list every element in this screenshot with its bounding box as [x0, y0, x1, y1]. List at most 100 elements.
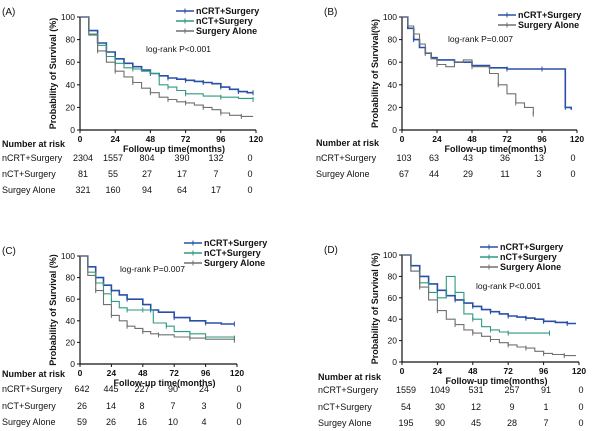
panel-4-x-tick-label: 0: [400, 366, 405, 376]
panel-1-x-tick-label: 24: [110, 134, 120, 144]
panel-3-log-rank-annotation: log-rank P=0.007: [120, 264, 185, 274]
panel-2-risk-value: 63: [429, 153, 439, 163]
panel-1-y-tick-label: 80: [66, 35, 76, 45]
panel-1-risk-value: 55: [108, 169, 118, 179]
panel-3-risk-value: 227: [134, 384, 149, 394]
panel-2-x-tick-label: 0: [400, 134, 405, 144]
panel-4-risk-value: 30: [435, 402, 445, 412]
panel-1-series-line: [80, 16, 254, 117]
panel-3-risk-value: 4: [201, 417, 206, 427]
panel-3-legend-label: Surgery Alone: [204, 258, 265, 268]
panel-3-y-tick-label: 0: [70, 359, 75, 369]
panel-4-y-tick-label: 0: [392, 357, 397, 367]
panel-3-risk-value: 26: [77, 401, 87, 411]
panel-2-log-rank-annotation: log-rank P=0.007: [448, 34, 513, 44]
panel-4-legend-label: nCT+Surgery: [500, 252, 557, 262]
panel-2-y-tick-label: 20: [388, 102, 398, 112]
panel-2-risk-value: 67: [399, 169, 409, 179]
panel-2-y-tick-label: 80: [388, 35, 398, 45]
panel-3-x-tick-label: 0: [78, 368, 83, 378]
panel-4-y-tick-label: 100: [383, 250, 397, 260]
panel-4-risk-value: 257: [504, 385, 519, 395]
panel-1-x-tick-label: 96: [216, 134, 226, 144]
panel-1-risk-value: 132: [208, 153, 223, 163]
panel-3-series-line: [80, 255, 235, 325]
panel-4-risk-value: 9: [509, 402, 514, 412]
panel-1-x-tick-label: 72: [181, 134, 191, 144]
panel-1-risk-value: 64: [177, 185, 187, 195]
panel-4-series-line: [402, 254, 576, 325]
panel-3-y-tick-label: 100: [61, 251, 75, 261]
panel-4-risk-row-label: nCRT+Surgery: [318, 385, 379, 395]
panel-4-risk-value: 90: [435, 418, 445, 428]
panel-1-risk-value: 0: [247, 169, 252, 179]
panel-1-x-axis-title: Follow-up time(months): [123, 144, 225, 154]
panel-4-risk-value: 1: [543, 402, 548, 412]
panel-4-label: (D): [324, 245, 338, 256]
panel-4-series-line: [402, 254, 550, 334]
panel-2-legend-label: Surgery Alone: [518, 20, 579, 30]
panel-1-risk-row-label: nCT+Surgery: [2, 169, 56, 179]
panel-1-risk-value: 1557: [103, 153, 123, 163]
panel-3-x-axis-title: Follow-up time(months): [114, 378, 216, 388]
panel-3-x-tick-label: 72: [169, 368, 179, 378]
panel-4-legend-label: Surgery Alone: [500, 262, 561, 272]
panel-3-x-tick-label: 120: [230, 368, 244, 378]
panel-4-x-tick-label: 96: [539, 366, 549, 376]
panel-3-risk-value: 16: [137, 417, 147, 427]
panel-2-risk-title: Number at risk: [316, 138, 380, 148]
panel-4-risk-value: 12: [471, 402, 481, 412]
panel-1-risk-value: 94: [142, 185, 152, 195]
panel-2-y-tick-label: 60: [388, 57, 398, 67]
panel-3-risk-value: 14: [106, 401, 116, 411]
panel-3-risk-value: 7: [170, 401, 175, 411]
panel-2-risk-value: 36: [500, 153, 510, 163]
panel-3-x-tick-label: 48: [138, 368, 148, 378]
panel-1-label: (A): [2, 7, 15, 18]
panel-2-risk-value: 44: [429, 169, 439, 179]
panel-4-y-axis-title: Probability of Survival (%): [370, 253, 380, 365]
panel-2-x-tick-label: 120: [570, 134, 584, 144]
panel-3-risk-value: 59: [77, 417, 87, 427]
panel-1-risk-value: 390: [174, 153, 189, 163]
panel-4-x-axis-title: Follow-up time(months): [446, 376, 548, 386]
panel-3-risk-value: 642: [74, 384, 89, 394]
panel-3-risk-row-label: Surgey Alone: [2, 417, 56, 427]
panel-2-y-tick-label: 100: [383, 12, 397, 22]
panel-1-y-tick-label: 100: [61, 12, 75, 22]
panel-1-x-tick-label: 0: [78, 134, 83, 144]
panel-1-y-tick-label: 60: [66, 57, 76, 67]
panel-2-risk-value: 13: [534, 153, 544, 163]
panel-3-label: (C): [2, 246, 16, 257]
panel-2-risk-value: 0: [570, 169, 575, 179]
panel-4-y-tick-label: 20: [388, 336, 398, 346]
panel-3-risk-value: 8: [139, 401, 144, 411]
panel-4-y-tick-label: 60: [388, 293, 398, 303]
panel-4-x-tick-label: 120: [572, 366, 586, 376]
panel-2-y-tick-label: 40: [388, 80, 398, 90]
panel-1-risk-row-label: nCRT+Surgery: [2, 153, 63, 163]
panel-4-risk-value: 195: [398, 418, 413, 428]
panel-4-risk-value: 531: [468, 385, 483, 395]
panel-1-legend-label: nCT+Surgery: [196, 16, 253, 26]
panel-2-risk-value: 11: [500, 169, 509, 179]
panel-1-risk-value: 27: [142, 169, 152, 179]
panel-4-risk-value: 1559: [396, 385, 416, 395]
panel-2-x-tick-label: 24: [432, 134, 442, 144]
panel-2-label: (B): [324, 7, 337, 18]
panel-1-risk-value: 17: [211, 185, 221, 195]
panel-3-risk-value: 0: [236, 417, 241, 427]
panel-3-risk-value: 0: [236, 401, 241, 411]
panel-1-risk-value: 160: [105, 185, 120, 195]
panel-1-legend-label: nCRT+Surgery: [196, 6, 259, 16]
panel-3-risk-value: 10: [168, 417, 178, 427]
panel-3-legend-label: nCRT+Surgery: [204, 238, 267, 248]
panel-3-y-tick-label: 60: [66, 294, 76, 304]
panel-3-y-tick-label: 80: [66, 273, 76, 283]
panel-1-x-tick-label: 120: [249, 134, 263, 144]
panel-1-risk-value: 321: [75, 185, 90, 195]
panel-4-risk-value: 45: [471, 418, 481, 428]
panel-1-legend-label: Surgery Alone: [196, 26, 257, 36]
panel-4-series-line: [402, 254, 576, 357]
